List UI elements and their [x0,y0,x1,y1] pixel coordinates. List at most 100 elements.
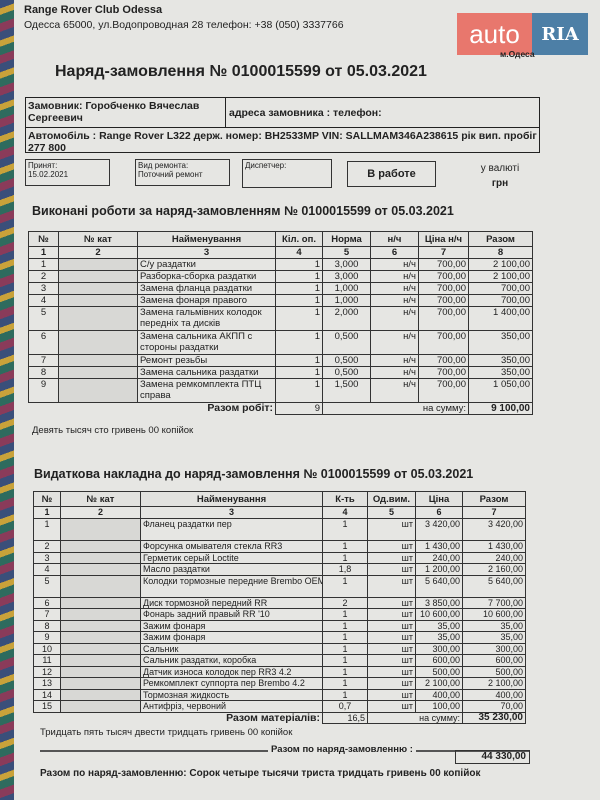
cell-qty: 1 [275,306,323,331]
cell-n: 3 [28,282,59,295]
grand-total-label: Разом по наряд-замовленню : [268,744,416,755]
column-number: 8 [468,246,533,259]
column-header: Од.вим. [367,491,416,507]
cell-norm: 1,000 [322,294,371,307]
total-qty: 9 [275,402,323,415]
cell-unit: н/ч [370,378,419,403]
column-number: 3 [137,246,276,259]
table-row: 9 Зажим фонаря 1 шт 35,00 35,00 [33,631,526,644]
cell-qty: 1 [275,294,323,307]
table-row: 1 С/у раздатки 1 3,000 н/ч 700,00 2 100,00 [28,258,533,271]
cell-n: 8 [28,366,59,379]
cell-n: 5 [28,306,59,331]
column-number: 1 [28,246,59,259]
cell-n: 4 [28,294,59,307]
cell-qty: 1 [322,654,368,667]
cell-unit: шт [367,551,416,564]
cell-price: 400,00 [415,688,463,701]
cell-total: 2 160,00 [462,563,526,576]
cell-price: 10 600,00 [415,608,463,621]
table-row: 7 Ремонт резьбы 1 0,500 н/ч 700,00 350,00 [28,354,533,367]
cell-price: 5 640,00 [415,574,463,598]
cell-total: 350,00 [468,366,533,379]
company-address: Одесса 65000, ул.Водопроводная 28 телефо… [24,19,344,31]
cell-qty: 1,8 [322,563,368,576]
table-row: 1 Фланец раздатки пер 1 шт 3 420,00 3 420,00 [33,518,526,541]
cell-total: 5 640,00 [462,574,526,598]
cell-price: 700,00 [418,366,469,379]
total-row: Разом робіт: 9 на сумму: 9 100,00 [29,402,533,415]
column-number: 6 [370,246,419,259]
cell-cat [60,688,141,701]
dispatcher-label: Диспетчер: [245,161,287,170]
column-header: Ціна [415,491,463,507]
cell-n: 2 [28,270,59,283]
cell-name: Тормозная жидкость [140,688,323,701]
cell-price: 100,00 [415,700,463,713]
cell-name: Замена фланца раздатки [137,282,276,295]
cell-norm: 0,500 [322,354,371,367]
column-header: Ціна н/ч [418,231,469,247]
column-header: Найменування [140,491,323,507]
table-row: 4 Замена фонаря правого 1 1,000 н/ч 700,00 700… [28,294,533,307]
cell-name: Фонарь задний правый RR '10 [140,608,323,621]
column-header: Кіл. оп. [275,231,323,247]
table-row: 8 Зажим фонаря 1 шт 35,00 35,00 [33,619,526,632]
column-header: Найменування [137,231,276,247]
cell-unit: шт [367,619,416,632]
column-number: 6 [415,506,463,519]
cell-unit: шт [367,665,416,678]
cell-n: 10 [33,642,61,655]
cell-total: 2 100,00 [468,270,533,283]
repair-label: Вид ремонта: [138,161,189,170]
currency-value: грн [491,178,509,189]
column-header: н/ч [370,231,419,247]
cell-cat [60,631,141,644]
cell-name: Ремонт резьбы [137,354,276,367]
cell-name: Замена ремкомплекта ПТЦ справа [137,378,276,403]
cell-name: Зажим фонаря [140,631,323,644]
cell-total: 1 400,00 [468,306,533,331]
cell-unit: шт [367,642,416,655]
cell-unit: шт [367,574,416,598]
cell-unit: н/ч [370,366,419,379]
cell-name: Масло раздатки [140,563,323,576]
cell-qty: 1 [322,574,368,598]
sum-label: на сумму: [322,402,469,415]
cell-price: 700,00 [418,294,469,307]
cell-total: 2 100,00 [462,677,526,690]
cell-qty: 1 [275,282,323,295]
table-row: 11 Сальник раздатки, коробка 1 шт 600,00 600,… [33,654,526,667]
total-row: Разом матеріалів: 16,5 на сумму: 35 230,00 [34,711,526,724]
cell-n: 3 [33,551,61,564]
column-number: 2 [58,246,138,259]
cell-price: 700,00 [418,378,469,403]
cell-norm: 2,000 [322,306,371,331]
customer-address: адреса замовника : телефон: [226,98,539,128]
cell-qty: 1 [275,378,323,403]
cell-name: Фланец раздатки пер [140,518,323,541]
works-title: Виконані роботи за наряд-замовленням № 0… [32,204,454,218]
accepted-date: 15.02.2021 [28,170,69,179]
cell-total: 1 430,00 [462,540,526,553]
cell-name: Ремкомплект суппорта пер Brembo 4.2 [140,677,323,690]
table-row: 12 Датчик износа колодок пер RR3 4.2 1 шт 50… [33,665,526,678]
cell-price: 600,00 [415,654,463,667]
table-row: 9 Замена ремкомплекта ПТЦ справа 1 1,500 н/ч… [28,378,533,403]
cell-total: 70,00 [462,700,526,713]
car-info: Автомобіль : Range Rover L322 держ. номе… [28,130,537,154]
column-number: 1 [33,506,61,519]
cell-unit: н/ч [370,258,419,271]
cell-qty: 1 [275,330,323,355]
cell-price: 300,00 [415,642,463,655]
cell-n: 1 [28,258,59,271]
autoria-logo: auto RIA [457,13,588,55]
cell-qty: 1 [275,258,323,271]
cell-price: 3 420,00 [415,518,463,541]
cell-total: 1 050,00 [468,378,533,403]
cell-total: 7 700,00 [462,596,526,609]
customer-name: Замовник: Горобченко Вячеслав Сергеевич [26,98,226,128]
cell-name: Диск тормозной передний RR [140,596,323,609]
cell-cat [58,306,138,331]
table-row: 5 Замена гальмівних колодок передніх та д… [28,306,533,331]
